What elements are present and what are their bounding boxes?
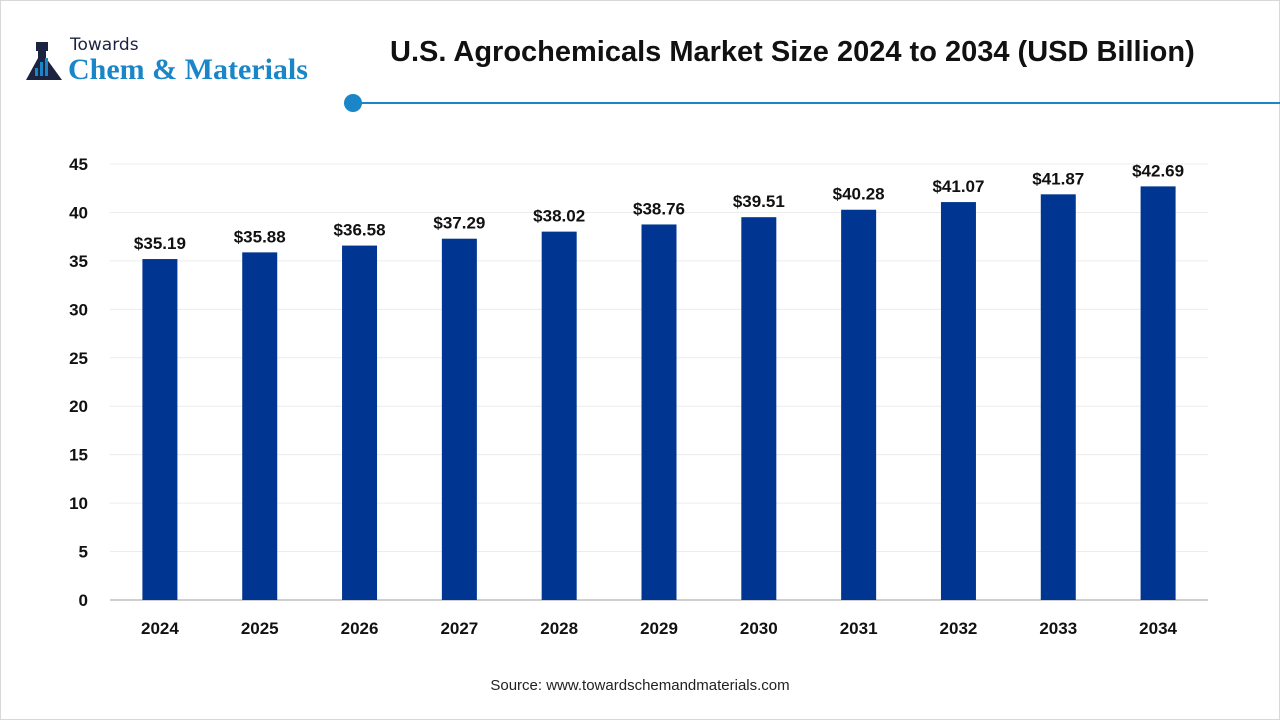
data-label: $37.29 [433, 214, 485, 233]
y-tick-label: 30 [69, 300, 88, 319]
y-tick-label: 20 [69, 397, 88, 416]
data-label: $40.28 [833, 185, 885, 204]
data-label: $38.02 [533, 207, 585, 226]
bar [1140, 186, 1176, 600]
x-tick-label: 2031 [840, 619, 878, 638]
y-tick-label: 5 [79, 543, 88, 562]
bar [142, 259, 178, 600]
y-tick-label: 15 [69, 446, 88, 465]
data-label: $35.88 [234, 227, 286, 246]
y-tick-label: 0 [79, 591, 88, 610]
data-label: $41.07 [932, 177, 984, 196]
logo-text-towards: Towards [70, 35, 139, 55]
title-underline [353, 102, 1280, 104]
bar [342, 245, 378, 600]
data-label: $36.58 [334, 221, 386, 240]
bar [242, 252, 278, 600]
logo: Towards Chem & Materials [24, 36, 354, 86]
data-label: $41.87 [1032, 169, 1084, 188]
logo-text-main: Chem & Materials [68, 53, 308, 86]
bar [541, 231, 577, 600]
bar [641, 224, 677, 600]
source-note: Source: www.towardschemandmaterials.com [490, 677, 790, 694]
x-tick-label: 2034 [1139, 619, 1177, 638]
chart-title: U.S. Agrochemicals Market Size 2024 to 2… [390, 36, 1195, 68]
x-tick-label: 2025 [241, 619, 279, 638]
flask-icon [26, 42, 62, 80]
title-underline-dot [344, 94, 362, 112]
y-tick-label: 40 [69, 203, 88, 222]
bar [441, 238, 477, 600]
x-tick-label: 2032 [940, 619, 978, 638]
x-tick-label: 2028 [540, 619, 578, 638]
x-tick-label: 2024 [141, 619, 179, 638]
y-tick-label: 25 [69, 349, 88, 368]
y-tick-label: 10 [69, 494, 88, 513]
bar [841, 209, 877, 600]
x-tick-label: 2033 [1039, 619, 1077, 638]
y-tick-label: 35 [69, 252, 88, 271]
data-label: $38.76 [633, 199, 685, 218]
bar [1040, 194, 1076, 600]
data-label: $39.51 [733, 192, 785, 211]
y-tick-label: 45 [69, 155, 88, 174]
data-label: $42.69 [1132, 161, 1184, 180]
data-label: $35.19 [134, 234, 186, 253]
bar [940, 202, 976, 600]
x-tick-label: 2030 [740, 619, 778, 638]
x-tick-label: 2027 [440, 619, 478, 638]
bar [741, 217, 777, 600]
x-tick-label: 2026 [341, 619, 379, 638]
x-tick-label: 2029 [640, 619, 678, 638]
